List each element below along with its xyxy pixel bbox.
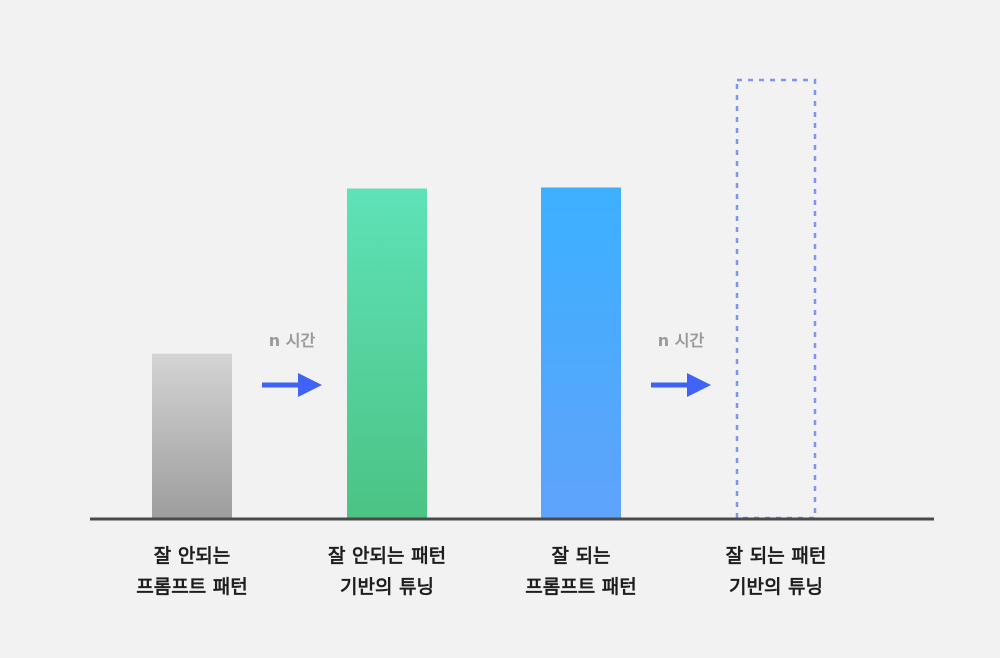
category-label-3-line-2: 프롬프트 패턴 [525, 576, 637, 598]
bar-4-placeholder [735, 78, 817, 520]
category-label-1-line-1: 잘 안되는 [154, 545, 231, 567]
category-label-1-line-2: 프롬프트 패턴 [136, 576, 248, 598]
category-label-4-line-2: 기반의 튜닝 [729, 576, 823, 598]
category-label-3-line-1: 잘 되는 [551, 545, 610, 567]
arrow-right-icon [651, 373, 711, 397]
category-label-4-line-1: 잘 되는 패턴 [726, 545, 827, 567]
bars-group [152, 78, 817, 520]
arrow-head-2 [687, 373, 711, 397]
bar-1 [152, 353, 232, 519]
transition-label-2: n 시간 [658, 331, 705, 350]
arrow-head-1 [298, 373, 322, 397]
transition-arrows-group: n 시간 n 시간 [262, 331, 711, 397]
category-label-2-line-1: 잘 안되는 패턴 [328, 545, 446, 567]
category-label-2-line-2: 기반의 튜닝 [340, 576, 434, 598]
bar-3 [541, 187, 621, 519]
bar-2 [347, 188, 427, 520]
arrow-right-icon [262, 373, 322, 397]
transition-label-1: n 시간 [269, 331, 316, 350]
